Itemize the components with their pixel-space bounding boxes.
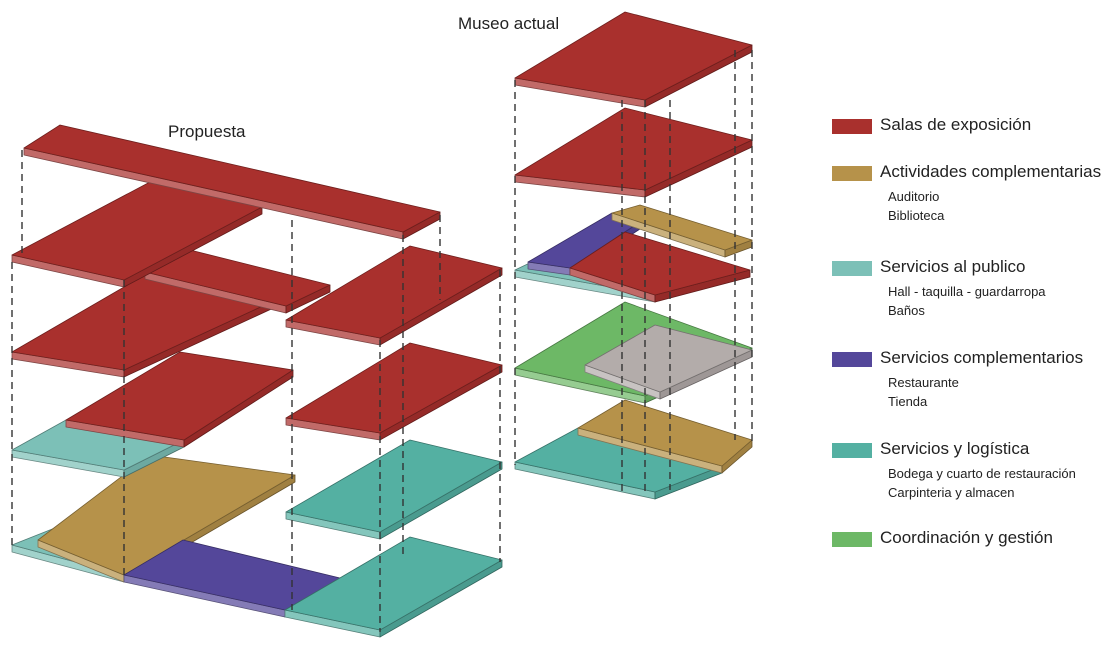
legend-label-coordinacion: Coordinación y gestión [880, 528, 1053, 547]
museo-l2-actividades-top [611, 204, 753, 251]
prop-l2-salas-b-top [285, 245, 503, 339]
prop-l1-publico [11, 419, 185, 478]
legend-swatch-servicios-publico [832, 261, 872, 276]
legend-sub-biblioteca: Biblioteca [888, 208, 945, 223]
museo-l2-salas [569, 231, 751, 303]
legend-label-servicios-complementarios: Servicios complementarios [880, 348, 1084, 367]
legend-swatch-servicios-complementarios [832, 352, 872, 367]
legend-sub-restaurante: Restaurante [888, 375, 959, 390]
legend-label-servicios-logistica: Servicios y logística [880, 439, 1030, 458]
legend-label-salas: Salas de exposición [880, 115, 1032, 134]
legend-sub-hall: Hall - taquilla - guardarropa [888, 284, 1046, 299]
museo-l4-salas-top [514, 11, 753, 101]
legend-sub-carpinteria: Carpinteria y almacen [888, 485, 1015, 500]
legend-label-actividades: Actividades complementarias [880, 162, 1102, 181]
museo-l3-salas [514, 107, 753, 198]
museo-actual-title: Museo actual [458, 14, 560, 33]
prop-l1-salas-b [285, 342, 503, 441]
museo-l3-salas-top [514, 107, 753, 191]
legend-swatch-actividades [832, 166, 872, 181]
prop-l0-logistica [284, 536, 503, 638]
legend-swatch-servicios-logistica [832, 443, 872, 458]
legend-sub-auditorio: Auditorio [888, 189, 940, 204]
prop-l0-actividades-top [37, 454, 296, 576]
legend-sub-tienda: Tienda [888, 394, 928, 409]
museo-l2-actividades [611, 204, 753, 258]
prop-l1-logistica-top [285, 439, 503, 533]
prop-l1-logistica [285, 439, 503, 540]
museo-l2-salas-top [569, 231, 751, 296]
legend-sub-banos: Baños [888, 303, 925, 318]
prop-l0-logistica-top [284, 536, 503, 631]
legend-label-servicios-publico: Servicios al publico [880, 257, 1026, 276]
prop-l1-salas [65, 351, 294, 448]
prop-l1-salas-top [65, 351, 294, 441]
propuesta-title: Propuesta [168, 122, 246, 141]
prop-l3-bar-top [23, 124, 441, 233]
legend-sub-bodega: Bodega y cuarto de restauración [888, 466, 1076, 481]
prop-l3-bar [23, 124, 441, 240]
legend-swatch-salas [832, 119, 872, 134]
prop-l2-salas-b [285, 245, 503, 346]
legend-swatch-coordinacion [832, 532, 872, 547]
prop-l1-salas-b-top [285, 342, 503, 434]
